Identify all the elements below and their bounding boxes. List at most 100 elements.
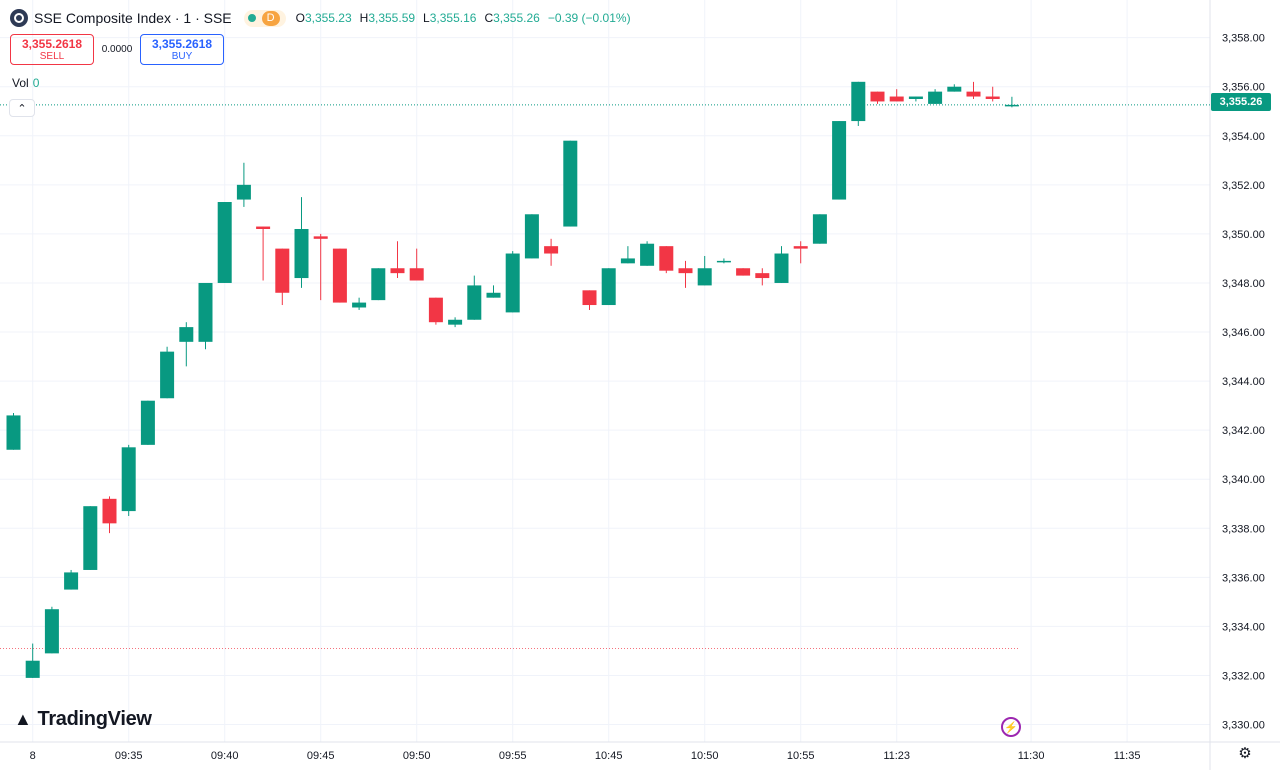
candle-body (332, 248, 347, 303)
candle-body (256, 226, 271, 229)
delay-badge: D (261, 10, 280, 26)
buy-label: BUY (171, 50, 193, 62)
candle-body (774, 253, 789, 283)
candle-body (832, 121, 847, 200)
x-tick-label: 10:50 (691, 750, 719, 762)
y-tick-label: 3,358.00 (1222, 33, 1265, 45)
y-tick-label: 3,342.00 (1222, 425, 1265, 437)
y-tick-label: 3,334.00 (1222, 621, 1265, 633)
candle-body (409, 268, 424, 281)
volume-legend[interactable]: Vol 0 (12, 76, 39, 90)
x-tick-label: 09:40 (211, 750, 239, 762)
buy-price: 3,355.2618 (151, 36, 213, 51)
candle-body (83, 506, 98, 570)
lightning-icon[interactable]: ⚡ (1001, 717, 1021, 737)
sell-label: SELL (39, 50, 65, 62)
y-tick-label: 3,352.00 (1222, 180, 1265, 192)
y-tick-label: 3,346.00 (1222, 327, 1265, 339)
trade-panel: 3,355.2618 SELL 0.0000 3,355.2618 BUY (10, 34, 224, 65)
x-tick-label: 09:35 (115, 750, 143, 762)
candle-body (755, 273, 770, 279)
candle-body (371, 268, 386, 301)
volume-label: Vol (12, 76, 29, 90)
ohlc-values: O3,355.23 H3,355.59 L3,355.16 C3,355.26 … (296, 11, 631, 25)
candle-body (428, 297, 443, 323)
x-tick-label: 09:55 (499, 750, 527, 762)
candle-body (812, 214, 827, 244)
candle-body (160, 351, 175, 399)
ohlc-close: C3,355.26 (484, 11, 540, 25)
candle-body (486, 292, 501, 298)
y-tick-label: 3,356.00 (1222, 82, 1265, 94)
candle-body (64, 572, 79, 590)
candle-body (121, 447, 136, 512)
market-open-dot-icon (247, 14, 256, 22)
x-tick-label: 11:35 (1114, 750, 1141, 762)
candle-body (44, 609, 59, 654)
y-tick-label: 3,338.00 (1222, 523, 1265, 535)
y-tick-label: 3,340.00 (1222, 474, 1265, 486)
sse-logo-icon (10, 9, 28, 27)
y-tick-label: 3,348.00 (1222, 278, 1265, 290)
candle-body (524, 214, 539, 259)
y-tick-label: 3,350.00 (1222, 229, 1265, 241)
candle-body (544, 246, 559, 254)
candle-body (908, 96, 923, 99)
y-tick-label: 3,332.00 (1222, 670, 1265, 682)
chart-legend: SSE Composite Index · 1 · SSE D O3,355.2… (10, 8, 631, 28)
y-tick-label: 3,344.00 (1222, 376, 1265, 388)
candle-body (870, 91, 885, 102)
x-tick-label: 10:45 (595, 750, 623, 762)
candle-body (928, 91, 943, 104)
symbol-title[interactable]: SSE Composite Index · 1 · SSE (34, 10, 232, 26)
candle-body (102, 498, 117, 524)
candle-body (448, 319, 463, 325)
candle-body (467, 285, 482, 320)
candle-body (620, 258, 635, 264)
ohlc-low: L3,355.16 (423, 11, 477, 25)
candle-body (352, 302, 367, 308)
y-tick-label: 3,336.00 (1222, 572, 1265, 584)
buy-button[interactable]: 3,355.2618 BUY (140, 34, 224, 65)
tradingview-logo-icon: ▲ (14, 709, 32, 729)
candle-body (793, 246, 808, 249)
candle-body (563, 140, 578, 227)
candle-body (716, 260, 731, 263)
candle-body (236, 184, 251, 200)
y-tick-label: 3,330.00 (1222, 720, 1265, 732)
candle-body (966, 91, 981, 97)
sell-button[interactable]: 3,355.2618 SELL (10, 34, 94, 65)
candle-body (6, 415, 21, 450)
chevron-up-icon[interactable]: ⌃ (9, 99, 35, 117)
x-tick-label: 11:30 (1018, 750, 1045, 762)
volume-value: 0 (32, 76, 40, 90)
candle-body (505, 253, 520, 313)
x-tick-label: 09:50 (403, 750, 431, 762)
x-tick-label: 09:45 (307, 750, 335, 762)
candle-body (889, 96, 904, 102)
candle-body (140, 400, 155, 445)
candle-body (736, 268, 751, 276)
market-status-badge[interactable]: D (243, 9, 286, 27)
tradingview-logo[interactable]: ▲ TradingView (14, 708, 152, 731)
spread-value: 0.0000 (101, 44, 133, 55)
candle-body (985, 96, 1000, 99)
gear-icon[interactable]: ⚙ (1238, 745, 1252, 762)
logo-text: TradingView (37, 708, 152, 730)
ohlc-high: H3,355.59 (359, 11, 416, 25)
candle-body (659, 246, 674, 271)
candle-body (25, 660, 40, 678)
candle-body (678, 268, 693, 274)
candle-body (179, 327, 194, 342)
candle-body (640, 243, 655, 266)
candle-body (851, 81, 866, 122)
candle-body (1004, 104, 1019, 107)
candle-body (582, 290, 597, 306)
x-tick-label: 10:55 (787, 750, 815, 762)
candle-body (313, 236, 328, 239)
candle-body (198, 282, 213, 342)
x-tick-label: 11:23 (883, 750, 910, 762)
x-tick-label: 8 (30, 750, 36, 762)
candle-body (947, 86, 962, 92)
